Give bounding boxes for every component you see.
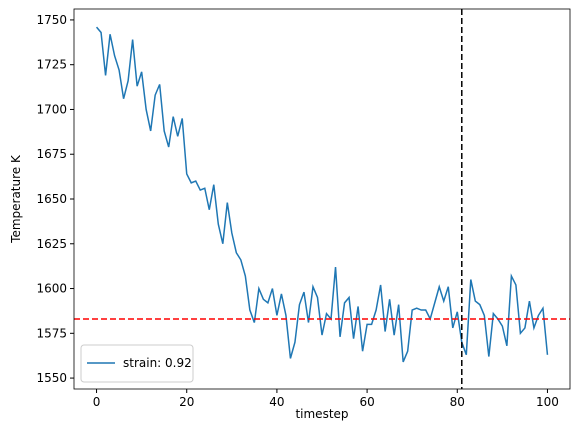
x-tick-label: 40 — [269, 395, 284, 409]
y-tick-label: 1625 — [36, 237, 67, 251]
x-tick-label: 60 — [359, 395, 374, 409]
y-tick-label: 1650 — [36, 192, 67, 206]
y-tick-label: 1550 — [36, 371, 67, 385]
y-tick-label: 1750 — [36, 13, 67, 27]
x-tick-label: 0 — [93, 395, 101, 409]
y-axis-label: Temperature K — [9, 154, 23, 244]
data-line — [95, 26, 549, 363]
x-axis-label: timestep — [295, 407, 348, 421]
y-tick-label: 1700 — [36, 102, 67, 116]
y-tick-label: 1600 — [36, 282, 67, 296]
x-tick-label: 100 — [536, 395, 559, 409]
legend-box — [80, 344, 194, 383]
y-tick-label: 1575 — [36, 326, 67, 340]
legend-label: strain: 0.92 — [123, 356, 192, 370]
y-tick-label: 1725 — [36, 58, 67, 72]
plot-frame — [73, 8, 571, 390]
y-tick-label: 1675 — [36, 147, 67, 161]
x-tick-label: 80 — [450, 395, 465, 409]
x-tick-label: 20 — [179, 395, 194, 409]
